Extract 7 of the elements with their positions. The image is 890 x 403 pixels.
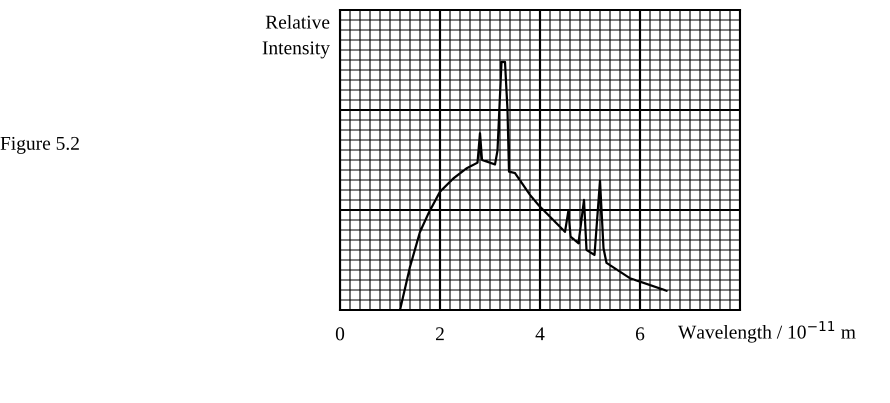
x-tick-label: 2 [436,327,444,340]
x-axis-title: Wavelength / 10$^{−11}$ m [678,321,856,343]
y-axis-title: Relative Intensity [262,15,330,58]
x-tick-label: 0 [336,327,344,340]
text: Figure 5.2 [0,136,79,154]
x-tick-label: 6 [636,327,644,340]
x-tick-label: 4 [536,327,545,340]
